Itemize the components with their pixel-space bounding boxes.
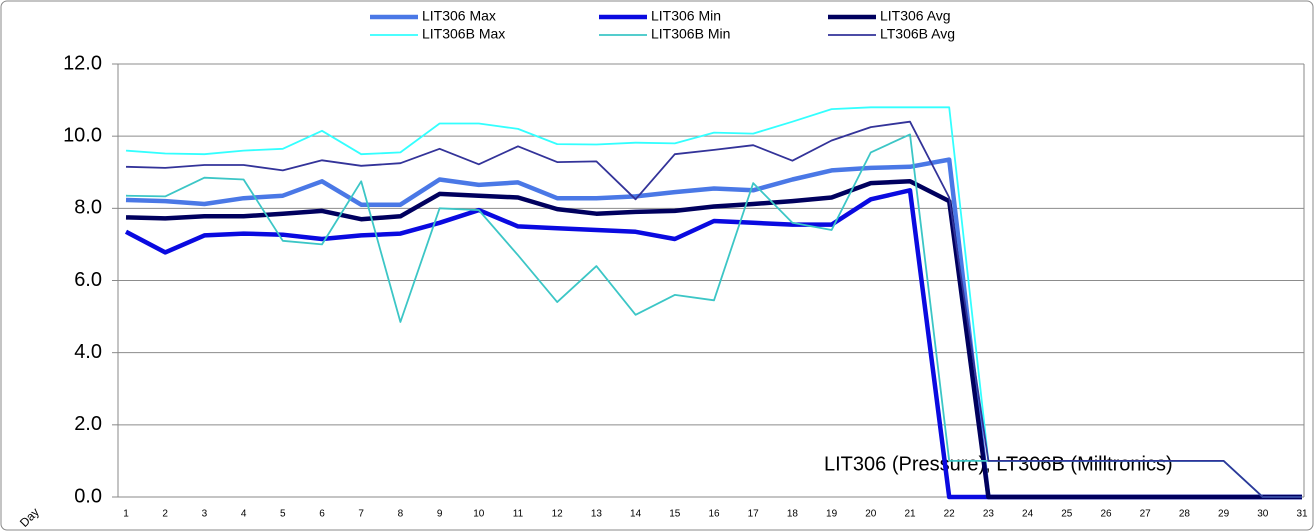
x-tick-label: 6 xyxy=(319,509,325,520)
series-line xyxy=(125,120,1302,498)
x-tick-label: 19 xyxy=(826,509,838,520)
x-tick-label: 1 xyxy=(123,509,129,520)
legend-label: LIT306 Avg xyxy=(880,8,951,24)
x-tick-label: 9 xyxy=(437,509,443,520)
x-tick-label: 5 xyxy=(280,509,286,520)
x-tick-label: 28 xyxy=(1179,509,1191,520)
x-tick-label: 20 xyxy=(865,509,877,520)
x-tick-label: 2 xyxy=(162,509,168,520)
y-tick-label: 12.0 xyxy=(63,52,102,74)
x-tick-label: 3 xyxy=(202,509,208,520)
y-tick-label: 2.0 xyxy=(74,413,102,435)
legend-label: LIT306 Min xyxy=(651,8,721,24)
x-tick-label: 29 xyxy=(1218,509,1230,520)
x-tick-label: 30 xyxy=(1257,509,1269,520)
x-tick-label: 15 xyxy=(669,509,681,520)
x-tick-label: 27 xyxy=(1140,509,1152,520)
annotation: LIT306 (Pressure), LT306B (Milltronics) xyxy=(824,453,1173,475)
x-tick-label: 17 xyxy=(748,509,760,520)
legend-label: LT306B Avg xyxy=(880,26,955,42)
x-tick-label: 12 xyxy=(552,509,564,520)
legend-label: LIT306B Max xyxy=(422,26,505,42)
x-tick-label: 10 xyxy=(473,509,485,520)
x-tick-label: 16 xyxy=(708,509,720,520)
y-tick-label: 0.0 xyxy=(74,485,102,507)
y-tick-label: 6.0 xyxy=(74,269,102,291)
x-tick-label: 13 xyxy=(591,509,603,520)
x-tick-label: 8 xyxy=(398,509,404,520)
x-tick-label: 14 xyxy=(630,509,642,520)
x-tick-label: 24 xyxy=(1022,509,1034,520)
x-tick-label: 25 xyxy=(1061,509,1073,520)
series-line xyxy=(125,179,1302,500)
y-tick-label: 8.0 xyxy=(74,197,102,219)
x-tick-label: 18 xyxy=(787,509,799,520)
x-tick-label: 26 xyxy=(1100,509,1112,520)
y-tick-label: 10.0 xyxy=(63,124,102,146)
x-tick-label: 21 xyxy=(904,509,916,520)
x-tick-label: 11 xyxy=(513,509,524,520)
x-tick-label: 23 xyxy=(983,509,995,520)
y-tick-label: 4.0 xyxy=(74,341,102,363)
legend-label: LIT306B Min xyxy=(651,26,730,42)
x-tick-label: 22 xyxy=(944,509,956,520)
x-tick-label: 31 xyxy=(1296,509,1308,520)
legend-label: LIT306 Max xyxy=(422,8,496,24)
x-tick-label: 4 xyxy=(241,509,247,520)
x-tick-label: 7 xyxy=(358,509,364,520)
